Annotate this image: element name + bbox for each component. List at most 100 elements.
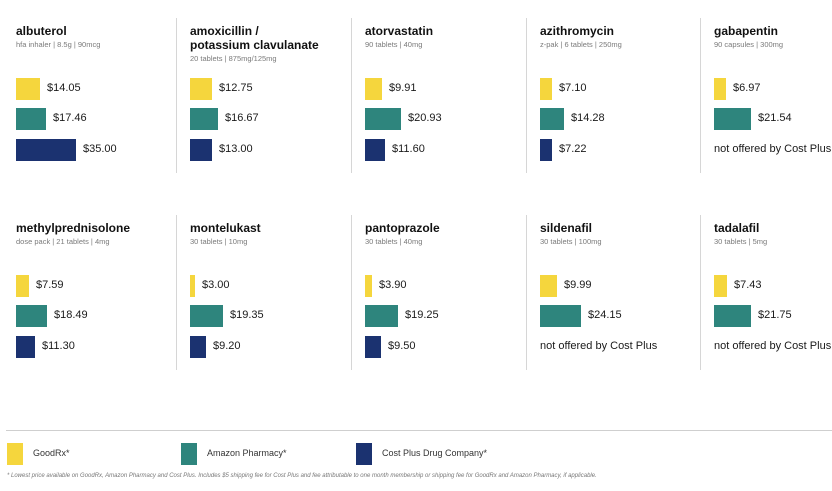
price-label-amazon: $19.35	[230, 309, 264, 321]
bar-row-goodrx: $12.75	[190, 78, 340, 100]
price-label-goodrx: $7.43	[734, 279, 762, 291]
legend-swatch-goodrx	[7, 443, 23, 465]
price-bar-goodrx	[365, 275, 372, 297]
price-label-amazon: $14.28	[571, 112, 605, 124]
price-bar-amazon	[540, 305, 581, 327]
drug-cell: albuterol hfa inhaler | 8.5g | 90mcg $14.0…	[8, 18, 168, 178]
price-bar-amazon	[190, 305, 223, 327]
price-label-costplus: $9.20	[213, 340, 241, 352]
price-label-amazon: $21.54	[758, 112, 792, 124]
price-bar-costplus	[16, 139, 76, 161]
not-offered-label: not offered by Cost Plus	[714, 340, 832, 352]
cell-divider	[351, 215, 352, 370]
drug-cell: montelukast 30 tablets | 10mg $3.00 $19.35 $…	[176, 215, 342, 375]
cell-divider	[176, 18, 177, 173]
price-bar-goodrx	[540, 275, 557, 297]
price-bar-goodrx	[365, 78, 382, 100]
price-label-costplus: $35.00	[83, 143, 117, 155]
price-bar-costplus	[365, 336, 381, 358]
price-bar-amazon	[365, 108, 401, 130]
bar-row-goodrx: $14.05	[16, 78, 166, 100]
drug-name: tadalafil	[714, 221, 760, 235]
bar-row-amazon: $18.49	[16, 305, 166, 327]
price-label-amazon: $20.93	[408, 112, 442, 124]
bar-row-amazon: $21.75	[714, 305, 832, 327]
not-offered-label: not offered by Cost Plus	[540, 340, 658, 352]
bar-row-goodrx: $7.59	[16, 275, 166, 297]
footnote: * Lowest price available on GoodRx, Amaz…	[7, 473, 597, 479]
drug-cell: amoxicillin / potassium clavulanate 20 tab…	[176, 18, 342, 178]
cell-divider	[176, 215, 177, 370]
price-bar-amazon	[190, 108, 218, 130]
price-comparison-grid: albuterol hfa inhaler | 8.5g | 90mcg $14.0…	[0, 18, 832, 375]
drug-cell: atorvastatin 90 tablets | 40mg $9.91 $20.93…	[351, 18, 517, 178]
cell-divider	[351, 18, 352, 173]
drug-description: 90 tablets | 40mg	[365, 40, 423, 49]
price-bar-goodrx	[714, 78, 726, 100]
price-label-amazon: $19.25	[405, 309, 439, 321]
price-label-goodrx: $12.75	[219, 82, 253, 94]
drug-row-2: methylprednisolone dose pack | 21 tablets…	[0, 215, 832, 375]
price-label-costplus: $11.60	[392, 143, 425, 155]
drug-name: sildenafil	[540, 221, 593, 235]
cell-divider	[700, 18, 701, 173]
bar-row-costplus: $7.22	[540, 139, 690, 161]
drug-name: montelukast	[190, 221, 261, 235]
drug-cell: sildenafil 30 tablets | 100mg $9.99 $24.15 n…	[526, 215, 692, 375]
bar-row-goodrx: $7.10	[540, 78, 690, 100]
drug-description: 30 tablets | 40mg	[365, 237, 423, 246]
bar-row-goodrx: $3.00	[190, 275, 340, 297]
bar-row-amazon: $17.46	[16, 108, 166, 130]
price-label-amazon: $24.15	[588, 309, 622, 321]
bar-row-costplus: not offered by Cost Plus	[540, 336, 690, 358]
price-bar-costplus	[190, 139, 212, 161]
drug-description: 30 tablets | 5mg	[714, 237, 768, 246]
drug-description: 30 tablets | 100mg	[540, 237, 602, 246]
price-bar-goodrx	[190, 275, 195, 297]
price-bar-goodrx	[540, 78, 552, 100]
drug-row-1: albuterol hfa inhaler | 8.5g | 90mcg $14.0…	[0, 18, 832, 178]
price-label-goodrx: $6.97	[733, 82, 761, 94]
drug-cell: azithromycin z-pak | 6 tablets | 250mg $7.…	[526, 18, 692, 178]
drug-name: amoxicillin / potassium clavulanate	[190, 24, 319, 52]
price-bar-amazon	[365, 305, 398, 327]
drug-name: azithromycin	[540, 24, 615, 38]
price-label-costplus: $7.22	[559, 143, 587, 155]
bar-row-amazon: $21.54	[714, 108, 832, 130]
drug-description: hfa inhaler | 8.5g | 90mcg	[16, 40, 101, 49]
price-label-costplus: $13.00	[219, 143, 253, 155]
drug-name: pantoprazole	[365, 221, 440, 235]
price-label-goodrx: $3.90	[379, 279, 407, 291]
price-label-goodrx: $9.91	[389, 82, 417, 94]
price-label-goodrx: $14.05	[47, 82, 81, 94]
bar-row-costplus: $11.60	[365, 139, 515, 161]
bar-row-goodrx: $6.97	[714, 78, 832, 100]
price-bar-goodrx	[16, 275, 29, 297]
drug-name: methylprednisolone	[16, 221, 131, 235]
bar-row-amazon: $16.67	[190, 108, 340, 130]
legend: GoodRx* Amazon Pharmacy* Cost Plus Drug …	[0, 443, 832, 467]
price-bar-amazon	[16, 108, 46, 130]
price-bar-goodrx	[16, 78, 40, 100]
price-label-goodrx: $7.59	[36, 279, 64, 291]
bar-row-costplus: not offered by Cost Plus	[714, 336, 832, 358]
drug-cell: pantoprazole 30 tablets | 40mg $3.90 $19.25…	[351, 215, 517, 375]
bar-row-costplus: $9.20	[190, 336, 340, 358]
drug-cell: methylprednisolone dose pack | 21 tablets…	[8, 215, 168, 375]
price-label-goodrx: $7.10	[559, 82, 587, 94]
price-label-goodrx: $9.99	[564, 279, 592, 291]
bar-row-costplus: $35.00	[16, 139, 166, 161]
legend-divider	[6, 430, 832, 431]
bar-row-goodrx: $3.90	[365, 275, 515, 297]
price-bar-goodrx	[190, 78, 212, 100]
drug-cell: tadalafil 30 tablets | 5mg $7.43 $21.75 not …	[700, 215, 832, 375]
legend-label-goodrx: GoodRx*	[33, 448, 70, 458]
bar-row-goodrx: $7.43	[714, 275, 832, 297]
price-label-costplus: $9.50	[388, 340, 416, 352]
bar-row-costplus: $11.30	[16, 336, 166, 358]
price-bar-amazon	[16, 305, 47, 327]
bar-row-amazon: $19.25	[365, 305, 515, 327]
drug-name: gabapentin	[714, 24, 779, 38]
legend-label-amazon: Amazon Pharmacy*	[207, 448, 287, 458]
bar-row-goodrx: $9.91	[365, 78, 515, 100]
